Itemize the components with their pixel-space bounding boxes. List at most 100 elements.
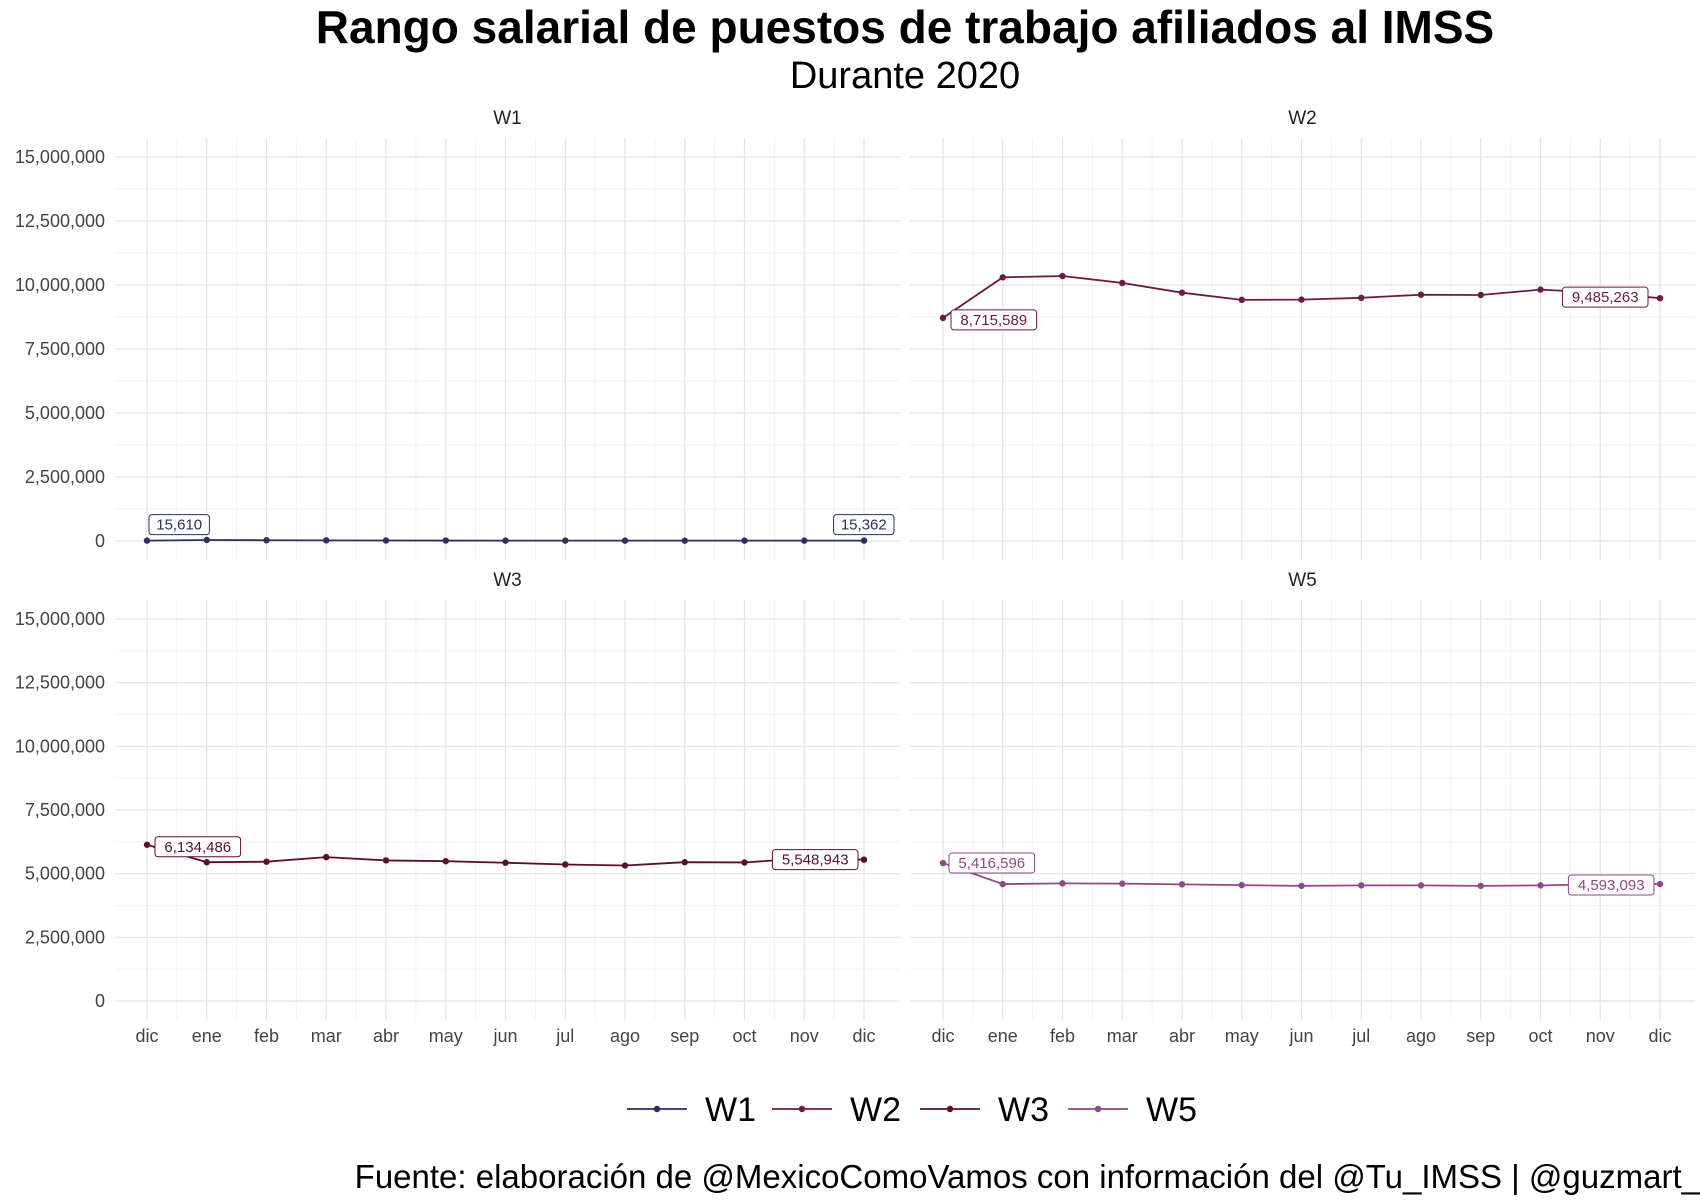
chart-caption: Fuente: elaboración de @MexicoComoVamos … (354, 1158, 1700, 1195)
y-tick-label: 5,000,000 (25, 403, 105, 423)
x-tick-label: mar (1107, 1026, 1138, 1046)
x-tick-label: dic (931, 1026, 954, 1046)
x-tick-label: dic (852, 1026, 875, 1046)
data-point (681, 859, 688, 866)
y-tick-label: 15,000,000 (15, 147, 105, 167)
y-tick-label: 15,000,000 (15, 609, 105, 629)
data-point (442, 857, 449, 865)
data-point (1178, 881, 1186, 888)
x-tick-label: dic (135, 1026, 158, 1046)
x-tick-label: feb (254, 1026, 279, 1046)
data-point (621, 862, 629, 869)
x-tick-label: dic (1648, 1026, 1671, 1046)
data-point (1059, 880, 1066, 887)
data-label-box (948, 852, 1036, 874)
data-point (382, 537, 390, 544)
x-tick-label: oct (732, 1026, 756, 1046)
y-tick-label: 0 (95, 991, 105, 1011)
x-tick-label: ene (988, 1026, 1018, 1046)
x-tick-label: oct (1528, 1026, 1552, 1046)
y-tick-label: 7,500,000 (25, 339, 105, 359)
x-tick-label: jun (492, 1026, 517, 1046)
chart-subtitle: Durante 2020 (789, 55, 1021, 97)
legend-entry: W2 (850, 1091, 901, 1129)
data-point (442, 537, 449, 544)
legend-entry: W3 (998, 1091, 1049, 1129)
data-point (1656, 880, 1664, 888)
facet-strip-label: W5 (1288, 570, 1317, 591)
facet-strip-label: W1 (493, 108, 522, 129)
data-point (621, 537, 629, 544)
data-point (1178, 289, 1186, 296)
data-point (382, 857, 390, 864)
data-point (1358, 882, 1365, 889)
data-point (801, 537, 808, 544)
x-tick-label: sep (670, 1026, 699, 1046)
data-point (999, 274, 1006, 281)
data-point (999, 880, 1006, 888)
x-tick-label: jun (1288, 1026, 1313, 1046)
data-point (1238, 881, 1245, 889)
data-point (323, 537, 330, 544)
data-point (939, 859, 947, 867)
y-tick-label: 2,500,000 (25, 927, 105, 947)
data-label: 6,134,486 (164, 839, 231, 856)
y-tick-label: 10,000,000 (15, 736, 105, 756)
data-point (203, 859, 210, 866)
x-tick-label: sep (1466, 1026, 1495, 1046)
data-point (1238, 296, 1245, 304)
facet-strip-label: W3 (493, 570, 522, 591)
x-tick-label: ago (1406, 1026, 1436, 1046)
data-point (1537, 882, 1544, 889)
data-label-box (1567, 874, 1655, 896)
data-point (323, 853, 330, 861)
data-point (562, 537, 569, 544)
legend-marker (1094, 1105, 1102, 1113)
x-tick-label: may (429, 1026, 463, 1046)
data-label-box (771, 849, 859, 871)
y-tick-label: 10,000,000 (15, 275, 105, 295)
data-label: 15,610 (156, 517, 202, 534)
data-point (1119, 279, 1126, 287)
data-point (1417, 882, 1425, 889)
y-tick-label: 12,500,000 (15, 211, 105, 231)
data-label: 5,548,943 (782, 852, 849, 869)
data-point (1656, 294, 1664, 302)
data-point (1477, 291, 1484, 299)
data-label-box (833, 514, 895, 536)
legend-marker (946, 1105, 954, 1113)
data-point (939, 314, 947, 322)
data-label: 9,485,263 (1572, 289, 1639, 306)
chart-title: Rango salarial de puestos de trabajo afi… (315, 1, 1495, 53)
x-tick-label: feb (1050, 1026, 1075, 1046)
data-point (681, 537, 688, 544)
data-label: 4,593,093 (1578, 877, 1645, 894)
y-tick-label: 0 (95, 531, 105, 551)
data-point (263, 537, 270, 544)
data-point (1477, 882, 1484, 890)
data-point (741, 537, 748, 544)
data-label: 15,362 (841, 517, 887, 534)
data-point (1119, 880, 1126, 887)
x-tick-label: may (1225, 1026, 1259, 1046)
data-point (1298, 882, 1305, 890)
y-tick-label: 12,500,000 (15, 673, 105, 693)
data-point (860, 856, 868, 863)
data-point (263, 858, 270, 865)
data-label-box (950, 309, 1038, 331)
x-tick-label: ago (610, 1026, 640, 1046)
data-point (860, 537, 868, 544)
legend-entry: W1 (705, 1091, 756, 1129)
x-tick-label: abr (373, 1026, 399, 1046)
x-tick-label: nov (1586, 1026, 1615, 1046)
data-label: 5,416,596 (958, 855, 1025, 872)
data-label-box (148, 514, 210, 536)
data-label-box (154, 836, 242, 858)
y-tick-label: 7,500,000 (25, 800, 105, 820)
x-tick-label: nov (790, 1026, 819, 1046)
data-label-box (1561, 286, 1649, 308)
legend-marker (798, 1105, 806, 1113)
legend-entry: W5 (1146, 1091, 1197, 1129)
data-point (741, 859, 748, 866)
